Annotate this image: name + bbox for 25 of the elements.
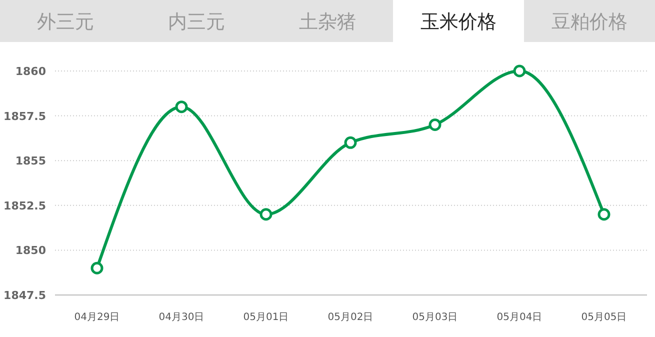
y-tick-label: 1855 bbox=[15, 154, 46, 168]
point bbox=[260, 208, 272, 221]
y-tick-label: 1860 bbox=[15, 65, 46, 78]
y-tick-label: 1847.5 bbox=[4, 289, 46, 302]
point bbox=[175, 100, 188, 114]
point bbox=[344, 136, 357, 149]
point bbox=[598, 208, 610, 221]
x-tick-label: 05月02日 bbox=[328, 312, 374, 323]
text: 外三元 bbox=[37, 11, 94, 33]
point bbox=[428, 118, 442, 132]
text: 豆粕价格 bbox=[552, 11, 628, 33]
text: 内三元 bbox=[168, 11, 225, 33]
x-tick-label: 05月05日 bbox=[581, 312, 627, 323]
y-tick-label: 1852.5 bbox=[4, 199, 46, 212]
y-tick-label: 1850 bbox=[15, 244, 46, 258]
x-tick-label: 05月04日 bbox=[496, 312, 542, 323]
x-tick-label: 05月01日 bbox=[243, 312, 289, 323]
point bbox=[90, 262, 104, 274]
y-tick-label: 1857.5 bbox=[4, 110, 46, 123]
point bbox=[513, 64, 526, 78]
text: 土杂猪 bbox=[299, 11, 356, 33]
x-tick-label: 05月03日 bbox=[412, 312, 458, 323]
x-tick-label: 04月30日 bbox=[158, 312, 204, 323]
x-tick-label: 04月29日 bbox=[74, 312, 120, 323]
text: 玉米价格 bbox=[420, 11, 496, 33]
